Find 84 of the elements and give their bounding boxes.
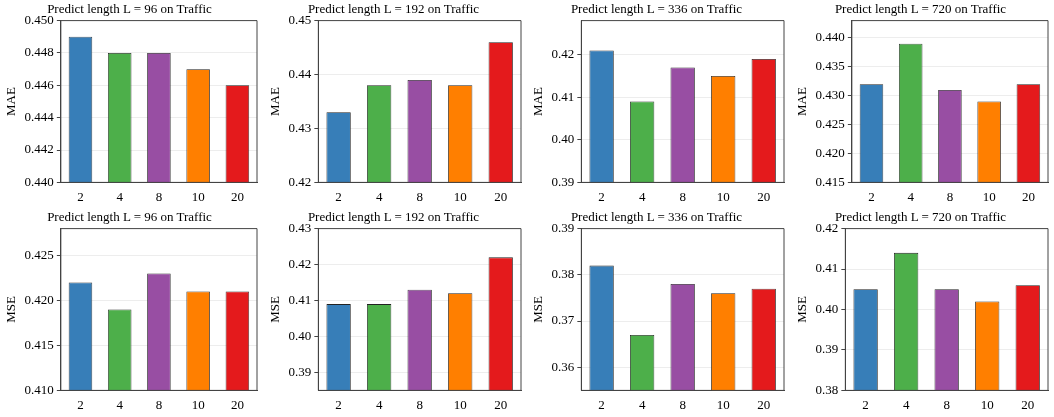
x-tick-label: 4 (638, 396, 646, 412)
chart-title: Predict length L = 336 on Traffic (570, 1, 743, 17)
y-tick-label: 0.40 (288, 327, 311, 343)
y-tick-label: 0.38 (551, 266, 575, 282)
x-tick-label: 10 (982, 188, 996, 204)
y-tick-label: 0.415 (24, 336, 54, 352)
y-tick-label: 0.444 (24, 109, 55, 125)
y-tick-label: 0.425 (24, 246, 54, 262)
y-axis-title: MAE (3, 87, 19, 116)
y-tick-label: 0.41 (551, 88, 575, 104)
x-tick-label: 8 (415, 188, 423, 204)
x-tick-label: 10 (191, 188, 205, 204)
x-tick-label: 10 (716, 396, 730, 412)
x-tick-label: 10 (980, 396, 994, 412)
x-tick-label: 2 (77, 188, 84, 204)
y-tick-label: 0.44 (288, 65, 312, 81)
y-tick-label: 0.440 (815, 29, 845, 45)
y-axis-title: MAE (266, 87, 282, 116)
y-axis-title: MSE (530, 296, 546, 323)
y-tick-label: 0.410 (24, 381, 54, 397)
x-tick-label: 4 (638, 188, 646, 204)
y-tick-label: 0.40 (551, 131, 575, 147)
chart-title: Predict length L = 96 on Traffic (47, 209, 213, 225)
y-tick-label: 0.36 (551, 358, 575, 374)
x-tick-label: 20 (493, 396, 507, 412)
x-tick-label: 2 (334, 188, 342, 204)
x-tick-label: 20 (1021, 188, 1035, 204)
y-axis-title: MSE (793, 296, 809, 323)
x-tick-label: 2 (598, 188, 605, 204)
y-tick-label: 0.442 (24, 141, 54, 157)
y-tick-label: 0.440 (24, 173, 54, 189)
x-tick-label: 20 (757, 396, 771, 412)
x-tick-label: 2 (334, 396, 342, 412)
y-tick-label: 0.435 (815, 58, 845, 74)
y-tick-label: 0.41 (815, 260, 838, 276)
x-tick-label: 10 (716, 188, 730, 204)
chart-title: Predict length L = 720 on Traffic (834, 1, 1006, 17)
x-tick-label: 4 (902, 396, 910, 412)
y-tick-label: 0.415 (815, 173, 845, 189)
x-tick-label: 8 (415, 396, 423, 412)
x-tick-label: 20 (230, 396, 244, 412)
x-tick-label: 8 (155, 396, 163, 412)
y-tick-label: 0.39 (288, 363, 311, 379)
x-tick-label: 2 (598, 396, 605, 412)
x-tick-label: 20 (1020, 396, 1034, 412)
x-tick-label: 8 (942, 396, 950, 412)
y-tick-label: 0.42 (288, 255, 311, 271)
y-tick-label: 0.420 (24, 291, 54, 307)
x-tick-label: 10 (453, 396, 467, 412)
y-tick-label: 0.42 (551, 46, 575, 62)
y-tick-label: 0.38 (815, 381, 838, 397)
x-tick-label: 4 (116, 188, 124, 204)
x-tick-label: 10 (453, 188, 467, 204)
y-axis-title: MSE (266, 296, 282, 323)
x-tick-label: 4 (906, 188, 914, 204)
y-axis-title: MAE (793, 87, 809, 116)
x-tick-label: 20 (230, 188, 244, 204)
x-tick-label: 2 (867, 188, 875, 204)
y-tick-label: 0.39 (815, 341, 838, 357)
x-tick-label: 20 (757, 188, 771, 204)
y-tick-label: 0.430 (815, 87, 845, 103)
x-tick-label: 10 (191, 396, 205, 412)
y-tick-label: 0.37 (551, 312, 575, 328)
y-tick-label: 0.420 (815, 144, 845, 160)
y-tick-label: 0.42 (288, 173, 311, 189)
y-tick-label: 0.425 (815, 116, 845, 132)
x-tick-label: 4 (375, 188, 383, 204)
x-tick-label: 2 (861, 396, 869, 412)
y-axis-title: MSE (3, 296, 19, 323)
x-tick-label: 20 (493, 188, 507, 204)
x-tick-label: 8 (155, 188, 163, 204)
y-tick-label: 0.43 (288, 119, 311, 135)
y-tick-label: 0.446 (24, 76, 55, 92)
x-tick-label: 2 (77, 396, 84, 412)
x-tick-label: 4 (375, 396, 383, 412)
y-tick-label: 0.40 (815, 300, 838, 316)
x-tick-label: 8 (946, 188, 953, 204)
x-tick-label: 4 (116, 396, 124, 412)
y-axis-title: MAE (530, 87, 546, 116)
y-tick-label: 0.41 (288, 291, 311, 307)
y-tick-label: 0.448 (24, 44, 54, 60)
x-tick-label: 8 (679, 188, 686, 204)
x-tick-label: 8 (679, 396, 686, 412)
y-tick-label: 0.39 (551, 173, 575, 189)
